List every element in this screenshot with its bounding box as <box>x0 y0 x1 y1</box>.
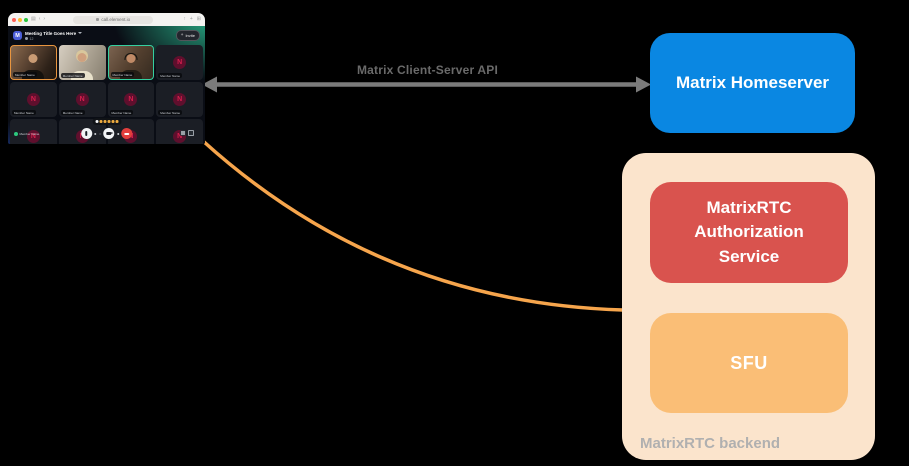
mic-button[interactable] <box>80 128 92 139</box>
member-avatar: N <box>173 93 187 106</box>
person-silhouette <box>126 54 136 63</box>
headphones-icon <box>124 52 138 60</box>
member-name-label: Member Name <box>158 73 183 78</box>
pager-dot-icon <box>115 120 118 123</box>
close-window-icon[interactable] <box>12 17 16 22</box>
member-name-label: Member Name <box>109 110 134 115</box>
spotlight-layout-button[interactable] <box>188 130 194 136</box>
member-name-label: Member Name <box>12 110 36 115</box>
spotlight-layout-icon <box>188 130 194 136</box>
arrow-label: Matrix Client-Server API <box>356 63 499 77</box>
person-silhouette <box>77 53 87 62</box>
forward-icon[interactable]: › <box>43 16 46 22</box>
participants-icon <box>25 37 28 40</box>
member-avatar: N <box>124 93 138 106</box>
call-app-window: ▤ ‹ › call.element.io ↑ + ⊞ M Meeting Ti… <box>8 13 205 144</box>
sidebar-icon[interactable]: ▤ <box>31 16 36 22</box>
pager-dot-icon <box>99 120 102 123</box>
camera-button[interactable] <box>103 128 115 139</box>
person-silhouette <box>28 54 38 63</box>
minimize-window-icon[interactable] <box>18 17 22 22</box>
reactions-pager[interactable] <box>92 118 121 125</box>
lock-icon <box>96 18 100 21</box>
browser-chrome: ▤ ‹ › call.element.io ↑ + ⊞ <box>8 13 205 26</box>
tabs-overview-icon[interactable]: ⊞ <box>196 16 201 22</box>
avatar-tile[interactable]: N Member Name <box>107 82 155 117</box>
video-grid: Member Name Member Name Member Name N Me… <box>10 45 203 144</box>
chevron-down-icon <box>78 32 83 34</box>
pager-dot-icon <box>107 120 110 123</box>
mic-chevron-icon[interactable] <box>94 132 97 135</box>
auth-service-box: MatrixRTC Authorization Service <box>650 182 848 283</box>
mic-icon <box>85 131 88 136</box>
meeting-avatar: M <box>13 31 22 40</box>
address-bar-wrap: call.element.io <box>47 15 179 24</box>
pager-dot-icon <box>103 120 106 123</box>
auth-service-label: MatrixRTC Authorization Service <box>694 197 804 266</box>
hangup-icon <box>124 132 130 135</box>
member-avatar: N <box>26 93 40 106</box>
member-name-label: Member Name <box>13 72 37 77</box>
avatar-tile[interactable]: N Member Name <box>156 45 203 80</box>
back-icon[interactable]: ‹ <box>38 16 41 22</box>
backend-label: MatrixRTC backend <box>640 435 781 452</box>
member-name-label: Member Name <box>60 73 85 78</box>
speaking-indicator: Member Name <box>14 132 39 136</box>
arrowhead-left-icon <box>202 76 217 93</box>
arrowhead-right-icon <box>636 76 651 93</box>
invite-label: Invite <box>185 33 195 38</box>
backend-container: MatrixRTC Authorization Service SFU Matr… <box>622 153 875 460</box>
homeserver-label: Matrix Homeserver <box>675 73 830 92</box>
pager-dot-icon <box>111 120 114 123</box>
avatar-tile[interactable]: N Member Name <box>156 82 203 117</box>
call-controls-bar <box>80 128 133 139</box>
member-avatar: N <box>75 93 89 106</box>
camera-icon <box>106 131 114 136</box>
share-icon[interactable]: ↑ <box>183 16 186 22</box>
client-sfu-curve <box>201 139 625 312</box>
address-bar[interactable]: call.element.io <box>73 15 154 24</box>
member-avatar: N <box>173 56 187 69</box>
meeting-title-block[interactable]: Meeting Title Goes Here 12 <box>25 30 83 41</box>
invite-button[interactable]: + Invite <box>175 30 200 41</box>
member-name-label: Member Name <box>158 110 183 115</box>
call-app: M Meeting Title Goes Here 12 + Invite <box>8 26 205 144</box>
video-tile[interactable]: Member Name <box>107 45 155 80</box>
divider <box>98 132 101 135</box>
address-url: call.element.io <box>101 17 131 22</box>
call-header: M Meeting Title Goes Here 12 + Invite <box>8 26 205 45</box>
layout-toggle-group <box>180 130 194 136</box>
avatar-tile[interactable]: N Member Name <box>58 82 106 117</box>
member-name-label: Member Name <box>110 72 135 77</box>
grid-layout-icon <box>181 131 183 133</box>
invite-plus-icon: + <box>180 32 184 38</box>
video-tile[interactable]: Member Name <box>58 45 106 80</box>
video-tile-active-speaker[interactable]: Member Name <box>10 45 57 80</box>
camera-chevron-icon[interactable] <box>116 132 119 135</box>
hangup-button[interactable] <box>121 128 133 139</box>
homeserver-box: Matrix Homeserver <box>650 33 855 133</box>
member-name-label: Member Name <box>60 110 85 115</box>
member-name-label: Member Name <box>19 132 40 136</box>
speaking-dot-icon <box>14 132 18 136</box>
sfu-box: SFU <box>650 313 848 413</box>
avatar-tile[interactable]: N Member Name <box>10 82 57 117</box>
new-tab-icon[interactable]: + <box>189 16 193 22</box>
pager-dot-active-icon <box>95 120 98 123</box>
zoom-window-icon[interactable] <box>24 17 28 22</box>
grid-layout-button[interactable] <box>180 130 186 136</box>
meeting-title: Meeting Title Goes Here <box>25 30 77 36</box>
avatar-tile[interactable]: Member Name N <box>10 119 57 144</box>
member-avatar: N <box>26 130 40 143</box>
avatar-tile[interactable]: N <box>156 119 203 144</box>
participant-count: 12 <box>29 36 34 41</box>
sfu-label: SFU <box>730 352 768 373</box>
